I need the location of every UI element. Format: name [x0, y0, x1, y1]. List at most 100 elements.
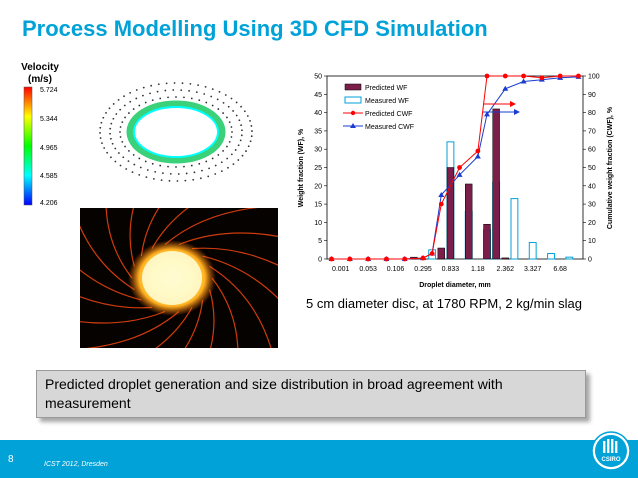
- cfd-velocity-plot: 5.724 5.344 4.965 4.585 4.206: [16, 57, 276, 207]
- legend-measured-wf: Measured WF: [365, 98, 409, 105]
- y2-tick-label: 10: [588, 238, 596, 245]
- particle: [142, 94, 144, 97]
- particle: [226, 116, 228, 119]
- particle: [108, 107, 111, 110]
- y-tick-label: 50: [314, 74, 322, 81]
- particle: [181, 82, 184, 85]
- y-tick-label: 25: [314, 165, 322, 172]
- y-tick-label: 30: [314, 147, 322, 154]
- particle: [251, 130, 253, 132]
- particle: [125, 168, 128, 170]
- particle: [238, 119, 241, 122]
- streak: [80, 269, 142, 301]
- particle: [175, 166, 177, 168]
- spinning-disc-graphic: [80, 208, 278, 348]
- predicted-cwf-point: [557, 73, 563, 79]
- bar-measured-wf: [528, 242, 537, 260]
- particle: [124, 116, 126, 119]
- particle: [198, 99, 201, 102]
- particle: [146, 169, 149, 171]
- particle: [110, 122, 113, 125]
- particle: [190, 97, 193, 100]
- bar-predicted-wf: [446, 167, 455, 260]
- streak: [129, 208, 135, 267]
- particle: [207, 175, 210, 178]
- disc-center: [138, 110, 214, 154]
- particle: [227, 105, 230, 108]
- particle: [110, 156, 112, 159]
- y-tick-label: 20: [314, 183, 322, 190]
- particle: [100, 121, 103, 124]
- particle: [231, 131, 233, 133]
- particle: [133, 163, 136, 166]
- particle: [127, 160, 130, 163]
- particle: [167, 165, 169, 168]
- particle: [145, 176, 148, 179]
- logo-text: CSIRO: [601, 457, 620, 463]
- streak: [105, 208, 133, 279]
- legend-swatch-predicted-wf: [344, 83, 362, 91]
- y2-tick-label: 80: [588, 110, 596, 117]
- particle: [175, 96, 177, 98]
- velocity-tick-3: 4.585: [40, 173, 58, 180]
- predicted-cwf-point: [329, 256, 334, 262]
- legend-marker-predicted-cwf: [350, 110, 356, 116]
- particle: [123, 95, 125, 98]
- particle: [243, 110, 246, 113]
- particle: [203, 93, 206, 95]
- bar-measured-wf: [547, 253, 555, 260]
- particle: [151, 99, 154, 102]
- particle: [240, 134, 243, 137]
- bar-predicted-wf: [483, 223, 491, 260]
- particle: [159, 97, 162, 100]
- particle: [99, 137, 102, 139]
- measured-cwf-point: [502, 85, 509, 91]
- predicted-cwf-point: [365, 256, 371, 262]
- particle: [119, 164, 122, 167]
- particle: [157, 83, 160, 86]
- y2-tick-label: 50: [588, 165, 596, 172]
- streak: [191, 247, 278, 266]
- particle: [144, 101, 147, 104]
- streak: [151, 208, 189, 249]
- x-tick-label: 0.106: [387, 266, 405, 273]
- bar-measured-wf: [565, 256, 574, 260]
- legend-predicted-cwf: Predicted CWF: [365, 111, 412, 118]
- particle: [159, 164, 162, 167]
- velocity-label-line1: Velocity: [21, 62, 59, 73]
- y-tick-label: 5: [318, 238, 322, 245]
- bar-predicted-wf: [465, 183, 473, 260]
- velocity-tick-4: 4.206: [40, 200, 58, 207]
- measured-cwf-point: [520, 78, 527, 84]
- csiro-logo-icon: CSIRO: [591, 431, 631, 471]
- particle: [220, 161, 223, 164]
- particle: [214, 173, 217, 175]
- y-axis-label: Weight fraction (WF), %: [298, 128, 305, 207]
- particle: [109, 137, 112, 140]
- particle: [240, 105, 242, 108]
- particle: [115, 113, 118, 115]
- particle: [234, 149, 237, 151]
- y2-tick-label: 60: [588, 147, 596, 154]
- plot-area: [326, 75, 584, 260]
- particle: [240, 124, 243, 127]
- particle: [172, 89, 175, 91]
- particle: [151, 162, 154, 165]
- streak: [85, 311, 180, 348]
- x-tick-label: 0.001: [332, 266, 350, 273]
- particle: [161, 172, 164, 175]
- particle: [237, 159, 240, 161]
- y2-axis-label: Cumulative weight fraction (CWF), %: [607, 106, 614, 229]
- particle: [173, 82, 176, 84]
- particle: [135, 89, 138, 91]
- predicted-cwf-point: [347, 256, 353, 262]
- particle: [102, 116, 105, 119]
- particle: [197, 84, 200, 87]
- y2-tick-label: 0: [588, 257, 592, 264]
- bar-predicted-wf: [492, 108, 500, 260]
- summary-text: Predicted droplet generation and size di…: [45, 376, 503, 411]
- streak: [211, 277, 239, 348]
- predicted-cwf-point: [402, 256, 408, 262]
- predicted-cwf-point: [475, 148, 481, 154]
- bar-predicted-wf: [437, 247, 445, 260]
